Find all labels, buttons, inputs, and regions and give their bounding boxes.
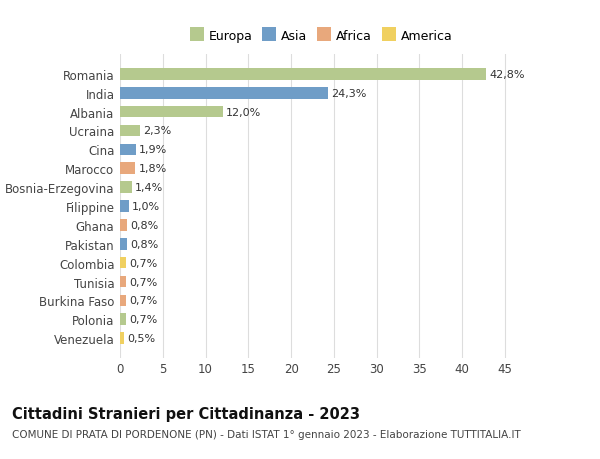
Text: 0,7%: 0,7% <box>129 314 157 325</box>
Text: 12,0%: 12,0% <box>226 107 261 118</box>
Text: 0,7%: 0,7% <box>129 296 157 306</box>
Bar <box>120 88 328 99</box>
Text: 42,8%: 42,8% <box>489 70 524 80</box>
Bar <box>120 219 127 231</box>
Text: 1,4%: 1,4% <box>135 183 163 193</box>
Text: 1,8%: 1,8% <box>139 164 167 174</box>
Text: 24,3%: 24,3% <box>331 89 366 99</box>
Bar <box>120 163 136 175</box>
Bar <box>120 182 132 194</box>
Text: 1,9%: 1,9% <box>139 145 167 155</box>
Bar <box>120 106 223 118</box>
Bar <box>120 276 126 288</box>
Bar <box>120 333 124 344</box>
Text: 1,0%: 1,0% <box>131 202 160 212</box>
Text: 0,7%: 0,7% <box>129 277 157 287</box>
Bar <box>120 69 486 80</box>
Bar <box>120 201 128 213</box>
Bar <box>120 295 126 307</box>
Bar <box>120 144 136 156</box>
Text: COMUNE DI PRATA DI PORDENONE (PN) - Dati ISTAT 1° gennaio 2023 - Elaborazione TU: COMUNE DI PRATA DI PORDENONE (PN) - Dati… <box>12 429 521 439</box>
Text: 2,3%: 2,3% <box>143 126 171 136</box>
Text: 0,5%: 0,5% <box>127 333 155 343</box>
Text: Cittadini Stranieri per Cittadinanza - 2023: Cittadini Stranieri per Cittadinanza - 2… <box>12 406 360 421</box>
Bar <box>120 257 126 269</box>
Text: 0,7%: 0,7% <box>129 258 157 268</box>
Text: 0,8%: 0,8% <box>130 220 158 230</box>
Legend: Europa, Asia, Africa, America: Europa, Asia, Africa, America <box>187 28 455 46</box>
Text: 0,8%: 0,8% <box>130 239 158 249</box>
Bar <box>120 314 126 325</box>
Bar <box>120 125 140 137</box>
Bar <box>120 238 127 250</box>
